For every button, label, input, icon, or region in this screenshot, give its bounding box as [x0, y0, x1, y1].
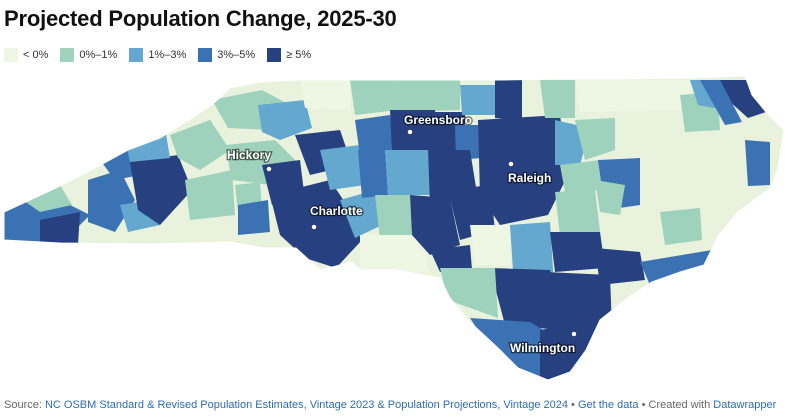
region-mountain-green-2 [185, 170, 235, 220]
region-east-green-4 [595, 180, 625, 215]
source-prefix: Source: [4, 399, 45, 411]
legend-swatch-3-5 [198, 48, 213, 62]
region-central-blue-3 [358, 148, 388, 198]
footer-separator-2: • Created with [638, 399, 714, 411]
region-asheville-area [130, 155, 192, 225]
region-far-west-light [20, 185, 72, 212]
legend-label-0-1: 0%–1% [79, 49, 118, 61]
region-west-counties [88, 170, 135, 232]
region-outer-banks-blue [700, 80, 742, 125]
region-south-light [360, 235, 430, 272]
legend-swatch-0-1 [60, 48, 75, 62]
city-label-raleigh: Raleigh [508, 171, 551, 185]
region-nw-blue [258, 100, 312, 140]
legend-item-0-1: 0%–1% [60, 48, 117, 62]
city-marker-raleigh [508, 161, 514, 167]
region-southeast-dark [550, 232, 605, 272]
region-wilmington-area [470, 318, 562, 380]
state-shape [4, 76, 784, 380]
region-west-tip-2 [40, 212, 80, 245]
city-hickory: Hickory [226, 147, 273, 172]
region-charlotte-metro [270, 180, 362, 268]
region-coast-blue [640, 250, 720, 285]
region-ne-light [575, 80, 690, 112]
region-raleigh-ne-green [575, 118, 615, 160]
region-southeast-dark-4 [490, 268, 560, 330]
region-central-blue-2 [355, 115, 395, 155]
region-triad-north-2 [395, 80, 460, 112]
city-marker-charlotte [311, 224, 317, 230]
city-label-charlotte: Charlotte [310, 204, 363, 218]
region-nw-light [300, 80, 350, 110]
city-wilmington: Wilmington [509, 331, 577, 356]
legend-item-5-plus: ≥ 5% [267, 48, 311, 62]
city-charlotte: Charlotte [309, 203, 364, 230]
city-label-greensboro: Greensboro [404, 113, 472, 127]
legend-swatch-1-3 [129, 48, 144, 62]
region-east-coast-blue [745, 140, 770, 186]
legend-label-5-plus: ≥ 5% [286, 49, 312, 61]
region-central-dark-2 [410, 195, 460, 255]
legend-swatch-5-plus [267, 48, 282, 62]
legend-label-3-5: 3%–5% [217, 49, 256, 61]
source-link[interactable]: NC OSBM Standard & Revised Population Es… [44, 399, 568, 411]
legend-label-negative: < 0% [23, 49, 49, 61]
chart-title: Projected Population Change, 2025-30 [4, 6, 397, 31]
region-durham-north [495, 80, 522, 120]
legend-item-negative: < 0% [4, 48, 48, 62]
region-triad-blue [460, 85, 495, 115]
region-southeast-green [440, 268, 498, 318]
legend-item-1-3: 1%–3% [129, 48, 186, 62]
region-central-green [375, 195, 412, 240]
region-south-dark [430, 245, 472, 272]
region-greensboro [390, 110, 438, 152]
legend-label-1-3: 1%–3% [148, 49, 187, 61]
get-data-link[interactable]: Get the data [577, 399, 639, 411]
region-sandhills-light [470, 225, 510, 265]
region-raleigh-metro [478, 115, 568, 225]
legend-swatch-negative [4, 48, 18, 62]
city-greensboro: Greensboro [403, 112, 473, 135]
city-raleigh: Raleigh [507, 161, 553, 186]
region-foothill-blue [238, 200, 270, 235]
region-pamlico-green [660, 208, 702, 245]
region-east-green-2 [560, 160, 605, 192]
region-central-light-blue [385, 150, 430, 195]
region-east-green-3 [555, 190, 600, 235]
region-east-green [540, 80, 575, 118]
city-marker-wilmington [571, 331, 577, 337]
legend-item-3-5: 3%–5% [198, 48, 255, 62]
city-label-wilmington: Wilmington [510, 341, 575, 355]
region-charlotte-east [340, 190, 382, 238]
datawrapper-link[interactable]: Datawrapper [713, 399, 777, 411]
city-marker-hickory [266, 166, 272, 172]
legend: < 0% 0%–1% 1%–3% 3%–5% ≥ 5% [4, 48, 311, 62]
footer-separator-1: • [568, 399, 578, 411]
state-outline [3, 75, 785, 381]
region-west-light-2 [125, 128, 170, 162]
region-triad-north [350, 80, 398, 115]
city-marker-greensboro [407, 129, 413, 135]
nc-county-map: Greensboro Hickory Raleigh Charlotte Wil… [3, 75, 785, 381]
source-footer: Source: NC OSBM Standard & Revised Popul… [4, 399, 776, 411]
region-central-blue [320, 145, 365, 190]
city-label-hickory: Hickory [227, 148, 271, 162]
region-mountain-green [170, 120, 230, 170]
